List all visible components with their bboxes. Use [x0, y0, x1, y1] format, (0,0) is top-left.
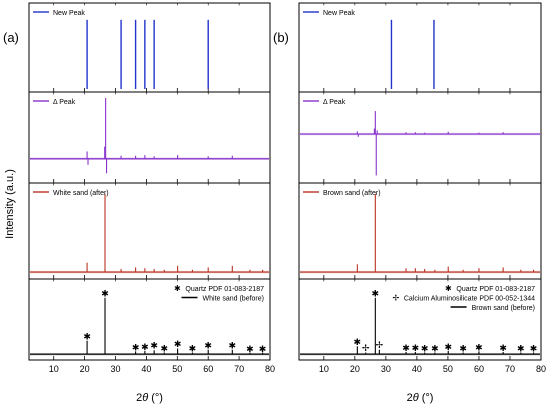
x-tick-label: 20 — [350, 364, 360, 374]
x-axis-label-theta: θ — [413, 392, 419, 404]
x-axis-label: 2θ (°) — [136, 392, 163, 404]
subplot-3: White sand (after) — [29, 182, 271, 279]
subplot-2: Δ Peak — [299, 91, 542, 183]
legend-label: Δ Peak — [53, 99, 76, 106]
peak-marker: ✱ — [161, 344, 169, 354]
x-axis-label-theta: θ — [142, 392, 148, 404]
x-axis-label-base: 2 — [407, 392, 413, 404]
peak-marker: ✱ — [459, 344, 467, 354]
peak-marker: ✱ — [354, 337, 362, 347]
noise-band — [30, 352, 269, 356]
peak-marker: ✱ — [101, 288, 109, 298]
panel-label: (a) — [3, 30, 19, 45]
peak-marker: ✱ — [229, 341, 237, 351]
legend-label: Calcium Aluminosilicate PDF 00-052-1344 — [404, 296, 535, 303]
x-axis-label-unit: (°) — [419, 392, 434, 404]
x-tick-label: 70 — [505, 364, 515, 374]
legend-marker: ✱ — [445, 284, 452, 293]
x-axis-label: 2θ (°) — [407, 392, 434, 404]
peak-marker: ✱ — [431, 344, 439, 354]
peak-marker: ✱ — [189, 344, 197, 354]
peak-marker: ✱ — [372, 288, 380, 298]
legend-marker: ✢ — [393, 294, 400, 303]
legend-label: White sand (before) — [203, 296, 264, 303]
x-tick-label: 60 — [203, 364, 213, 374]
noise-band — [30, 270, 269, 274]
peak-marker: ✱ — [246, 344, 254, 354]
peak-marker: ✱ — [499, 343, 507, 353]
peak-marker: ✱ — [444, 342, 452, 352]
peak-marker: ✱ — [141, 342, 149, 352]
peak-marker: ✢ — [362, 343, 370, 353]
legend-label: New Peak — [53, 10, 85, 17]
peak-marker: ✱ — [174, 339, 182, 349]
noise-band — [300, 352, 540, 356]
panel-label: (b) — [273, 30, 289, 45]
peak-marker: ✱ — [475, 342, 483, 352]
peak-marker: ✱ — [259, 344, 267, 354]
noise-band — [300, 132, 540, 136]
x-tick-label: 10 — [49, 364, 59, 374]
subplot-1: New Peak — [33, 3, 271, 92]
x-axis-label-unit: (°) — [148, 392, 163, 404]
peak-marker: ✱ — [132, 342, 140, 352]
x-tick-label: 20 — [80, 364, 90, 374]
subplot-3: Brown sand (after) — [299, 182, 542, 279]
peak-marker: ✱ — [83, 332, 91, 342]
x-tick-label: 30 — [111, 364, 121, 374]
legend-label: Quartz PDF 01-083-2187 — [185, 286, 264, 293]
legend-label: New Peak — [323, 10, 355, 17]
y-axis-label: Intensity (a.u.) — [4, 169, 16, 239]
legend-label: White sand (after) — [53, 190, 109, 197]
x-tick-label: 80 — [265, 364, 275, 374]
x-tick-label: 40 — [141, 364, 151, 374]
peak-marker: ✱ — [204, 341, 212, 351]
peak-marker: ✱ — [402, 343, 410, 353]
peak-marker: ✢ — [376, 340, 384, 350]
x-tick-label: 10 — [319, 364, 329, 374]
x-tick-label: 30 — [381, 364, 391, 374]
peak-marker: ✱ — [412, 343, 420, 353]
peak-marker: ✱ — [421, 344, 429, 354]
x-axis-label-base: 2 — [136, 392, 142, 404]
x-tick-label: 60 — [474, 364, 484, 374]
peak-marker: ✱ — [517, 344, 525, 354]
subplot-4: ✱✱✱ ✱ ✱ ✱ ✱ ✱ ✱ ✱ ✱ ✱✢ ✢Quartz PDF 01-083-2187✱Cal… — [299, 278, 542, 360]
peak-marker: ✱ — [150, 341, 158, 351]
noise-band — [300, 270, 540, 274]
legend-label: Brown sand (before) — [472, 305, 535, 312]
x-tick-label: 50 — [172, 364, 182, 374]
legend-label: Quartz PDF 01-083-2187 — [456, 286, 535, 293]
legend-label: Δ Peak — [323, 99, 346, 106]
subplot-4: ✱✱✱ ✱ ✱ ✱ ✱ ✱ ✱ ✱ ✱ ✱Quartz PDF 01-083-2187✱White… — [29, 278, 271, 360]
subplot-1: New Peak — [303, 3, 542, 92]
x-tick-label: 50 — [443, 364, 453, 374]
plot-frame — [28, 2, 271, 361]
legend-label: Brown sand (after) — [323, 190, 381, 197]
x-tick-label: 70 — [234, 364, 244, 374]
noise-band — [30, 157, 269, 160]
x-tick-label: 80 — [536, 364, 546, 374]
legend-marker: ✱ — [174, 284, 181, 293]
x-tick-label: 40 — [412, 364, 422, 374]
subplot-2: Δ Peak — [29, 91, 271, 183]
peak-marker: ✱ — [530, 344, 538, 354]
